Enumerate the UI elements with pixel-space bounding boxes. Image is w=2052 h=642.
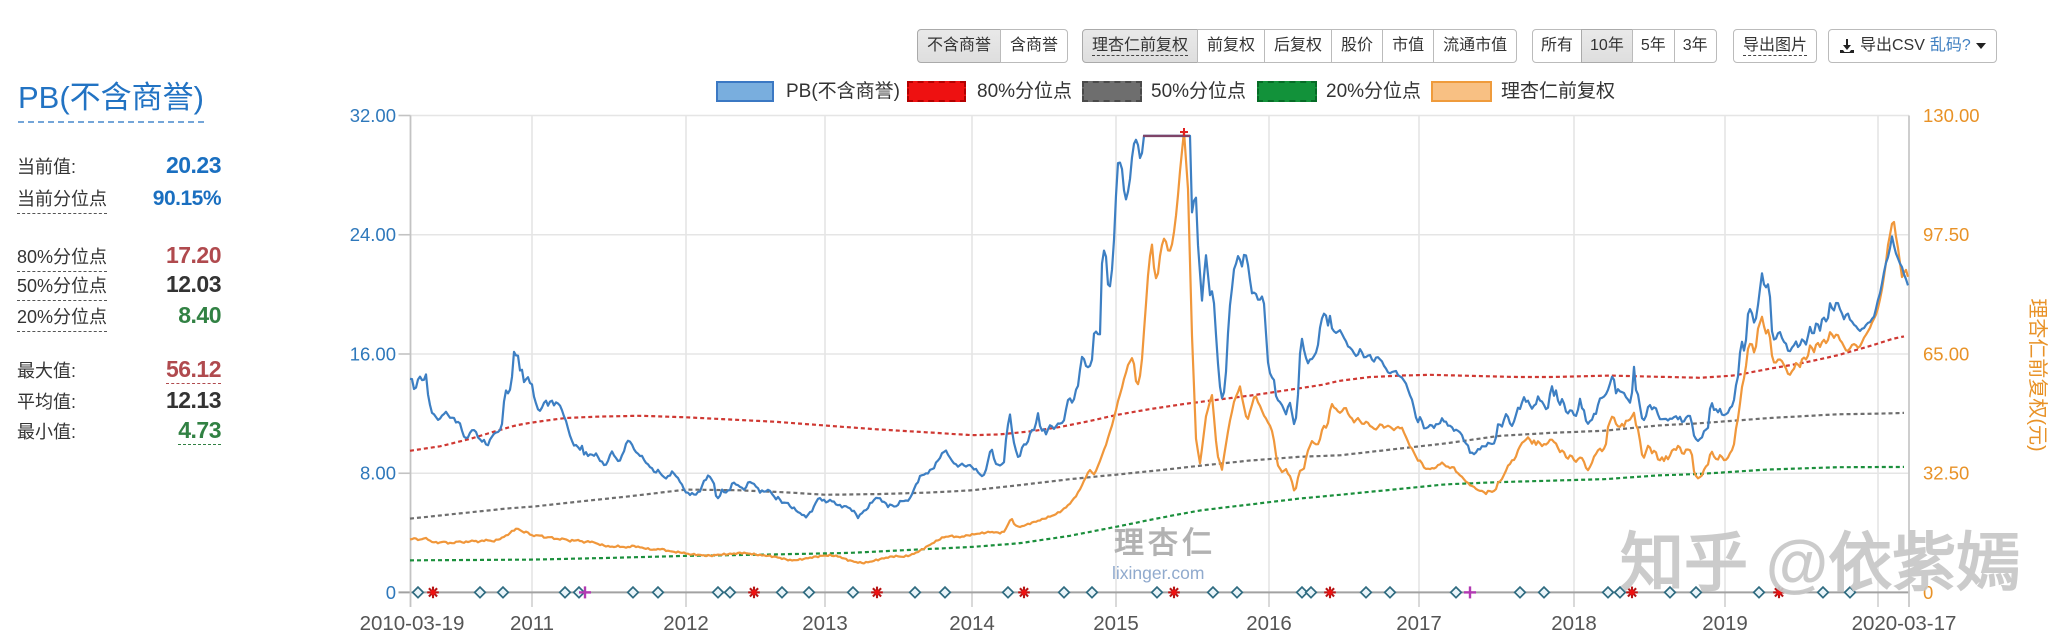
svg-text:24.00: 24.00 (350, 224, 396, 245)
svg-text:2015: 2015 (1093, 612, 1139, 635)
svg-text:2019: 2019 (1702, 612, 1748, 635)
svg-text:130.00: 130.00 (1923, 105, 1980, 126)
svg-text:2011: 2011 (510, 612, 554, 635)
svg-text:知乎 @依紫嫣: 知乎 @依紫嫣 (1620, 527, 2020, 599)
svg-text:2017: 2017 (1396, 612, 1442, 635)
svg-text:2018: 2018 (1551, 612, 1597, 635)
svg-text:0: 0 (1923, 582, 1933, 603)
svg-text:8.00: 8.00 (360, 463, 396, 484)
svg-text:97.50: 97.50 (1923, 224, 1969, 245)
svg-text:lixinger.com: lixinger.com (1112, 563, 1204, 583)
svg-text:2016: 2016 (1246, 612, 1292, 635)
svg-text:2013: 2013 (802, 612, 848, 635)
svg-text:2020-03-17: 2020-03-17 (1852, 612, 1957, 635)
svg-text:65.00: 65.00 (1923, 343, 1969, 364)
svg-text:2014: 2014 (949, 612, 995, 635)
svg-text:0: 0 (386, 582, 396, 603)
svg-text:32.50: 32.50 (1923, 463, 1969, 484)
svg-text:理杏仁: 理杏仁 (1114, 527, 1216, 560)
svg-text:理杏仁前复权(元): 理杏仁前复权(元) (2026, 298, 2049, 451)
svg-text:16.00: 16.00 (350, 343, 396, 364)
svg-text:32.00: 32.00 (350, 105, 396, 126)
svg-text:2012: 2012 (663, 612, 709, 635)
svg-text:2010-03-19: 2010-03-19 (360, 612, 465, 635)
